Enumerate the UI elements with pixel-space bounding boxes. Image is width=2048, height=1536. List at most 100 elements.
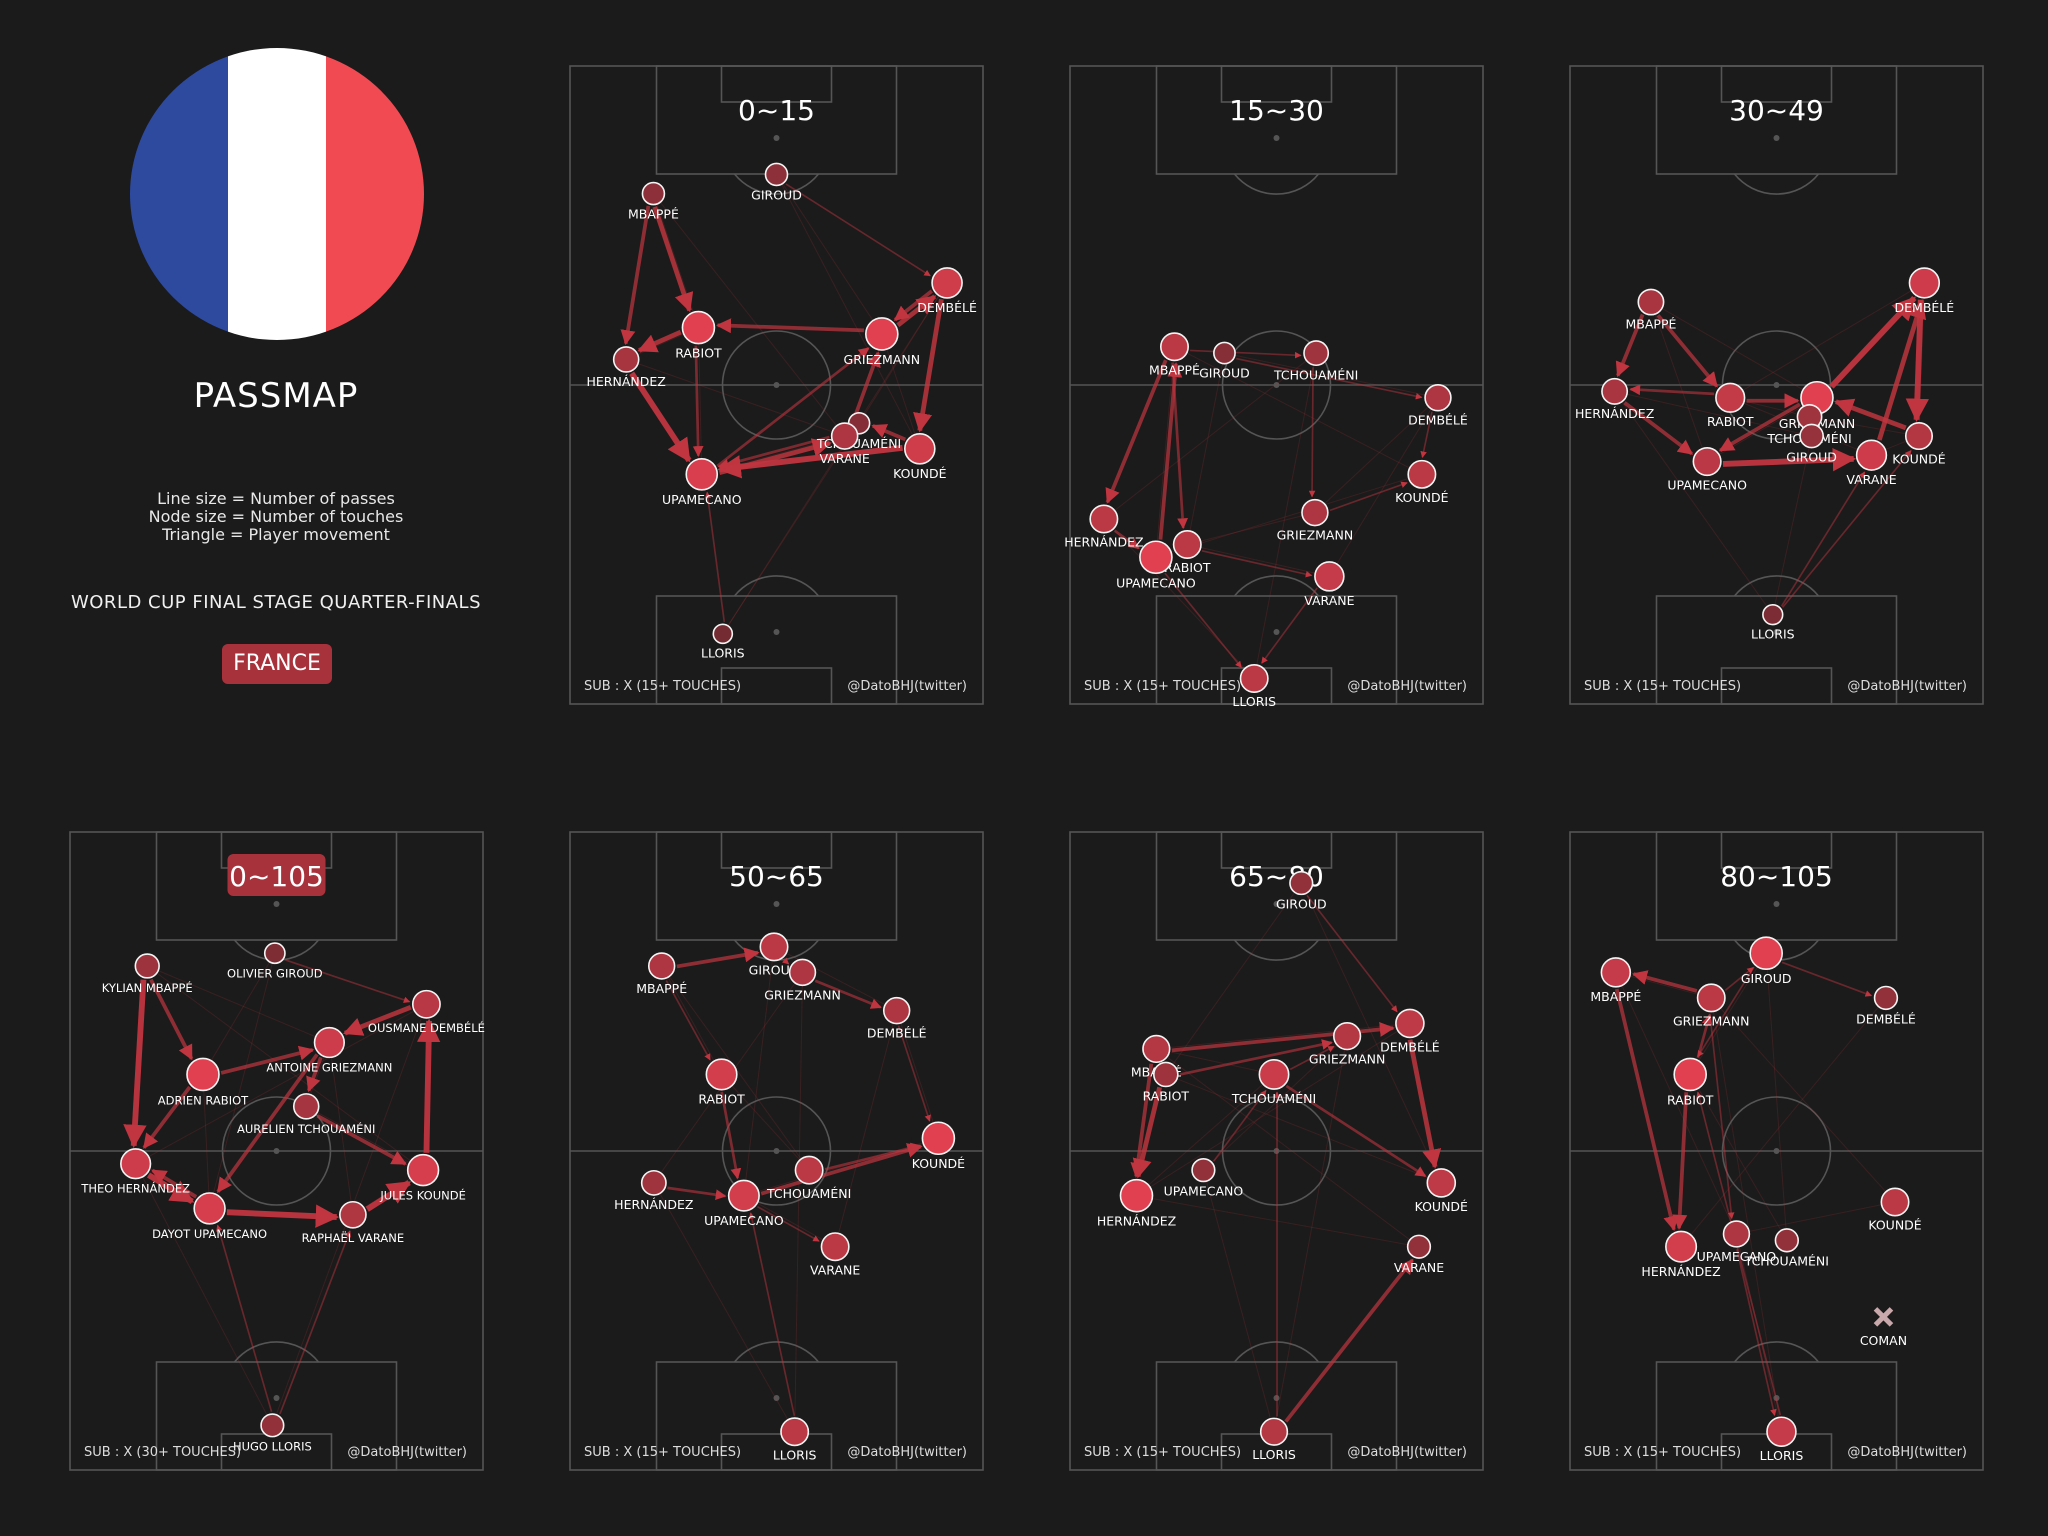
player-label: ADRIEN RABIOT bbox=[158, 1093, 249, 1107]
substitute-label: COMAN bbox=[1860, 1333, 1907, 1348]
player-node bbox=[904, 432, 936, 465]
credit-label: @DatoBHJ(twitter) bbox=[847, 679, 967, 694]
player-label: HERNÁNDEZ bbox=[587, 374, 666, 389]
player-label: LLORIS bbox=[1760, 1448, 1804, 1463]
player-node bbox=[1142, 1034, 1171, 1064]
player-node bbox=[830, 422, 859, 450]
panel-title: 0~105 bbox=[229, 860, 324, 893]
player-label: MBAPPÉ bbox=[1590, 989, 1641, 1004]
player-node bbox=[1172, 530, 1202, 559]
sub-cross bbox=[1873, 1307, 1894, 1327]
player-label: UPAMECANO bbox=[1116, 575, 1196, 590]
minor-pass-line bbox=[1186, 353, 1225, 545]
pass-line bbox=[717, 444, 903, 479]
minor-pass-line bbox=[209, 953, 276, 1209]
player-label: ANTOINE GRIEZMANN bbox=[266, 1060, 392, 1074]
player-label: DAYOT UPAMECANO bbox=[152, 1227, 267, 1241]
pass-line bbox=[1629, 384, 1715, 396]
player-node bbox=[193, 1192, 226, 1225]
pass-line bbox=[1236, 357, 1423, 400]
minor-pass-line bbox=[1680, 997, 1887, 1248]
player-label: DEMBÉLÉ bbox=[1380, 1039, 1440, 1054]
minor-pass-line bbox=[1202, 1170, 1275, 1432]
player-node bbox=[788, 958, 817, 987]
player-label: KOUNDÉ bbox=[1415, 1199, 1468, 1214]
minor-pass-line bbox=[1156, 1048, 1275, 1075]
minor-pass-line bbox=[1735, 1233, 1782, 1432]
panel-title: 15~30 bbox=[1229, 94, 1324, 127]
pitch-panel-1: 15~30 SUB : X (15+ TOUCHES) @DatoBHJ(twitt… bbox=[1064, 65, 1484, 709]
bottom-arc bbox=[233, 1341, 320, 1363]
player-label: GRIEZMANN bbox=[1673, 1014, 1750, 1029]
player-node bbox=[1600, 957, 1632, 988]
minor-pass-line bbox=[202, 952, 276, 1075]
minor-pass-line bbox=[1165, 882, 1302, 1075]
player-node bbox=[612, 346, 640, 373]
pass-line bbox=[151, 1168, 198, 1199]
player-label: KOUNDÉ bbox=[893, 466, 946, 481]
minor-pass-line bbox=[1136, 1195, 1420, 1248]
player-label: KOUNDÉ bbox=[1892, 451, 1945, 466]
player-label: GIROUD bbox=[751, 187, 802, 202]
panel-title-badge bbox=[227, 854, 326, 896]
pass-line bbox=[1164, 572, 1242, 668]
minor-pass-line bbox=[135, 1163, 273, 1426]
player-node bbox=[780, 1417, 810, 1447]
pass-line bbox=[1724, 966, 1754, 991]
player-node bbox=[820, 1232, 850, 1262]
pass-line bbox=[1420, 411, 1433, 459]
bottom-penalty-spot bbox=[773, 629, 780, 635]
player-node bbox=[1314, 561, 1345, 592]
pass-line bbox=[306, 1056, 323, 1093]
minor-pass-line bbox=[135, 1003, 427, 1165]
pass-line bbox=[226, 1204, 340, 1228]
legend-triangle: Triangle = Player movement bbox=[162, 525, 390, 544]
player-node bbox=[1089, 504, 1119, 534]
minor-pass-line bbox=[1614, 391, 1774, 615]
player-label: MBAPPÉ bbox=[1626, 317, 1677, 332]
minor-pass-line bbox=[834, 1010, 898, 1247]
player-node bbox=[1766, 1416, 1797, 1447]
bottom-arc bbox=[733, 1341, 820, 1363]
pass-line bbox=[1179, 1039, 1333, 1076]
pass-line bbox=[716, 346, 870, 467]
bottom-six-yard-box bbox=[720, 667, 833, 705]
top-arc bbox=[733, 173, 820, 195]
pitch-panel-0: 0~15 SUB : X (15+ TOUCHES) @DatoBHJ(twitte… bbox=[569, 65, 984, 705]
credit-label: @DatoBHJ(twitter) bbox=[1847, 1445, 1967, 1460]
player-label: TCHOUAMÉNI bbox=[766, 1186, 851, 1201]
pass-line bbox=[1877, 299, 1927, 441]
top-penalty-spot bbox=[1773, 135, 1780, 141]
minor-pass-line bbox=[1165, 1073, 1442, 1184]
top-penalty-spot bbox=[773, 135, 780, 141]
minor-pass-line bbox=[1156, 1048, 1420, 1248]
player-node bbox=[1406, 1234, 1432, 1259]
sub-note: SUB : X (15+ TOUCHES) bbox=[1084, 1445, 1241, 1460]
minor-pass-line bbox=[1710, 997, 1782, 1432]
pass-line bbox=[1289, 1045, 1335, 1071]
player-label: AURELIEN TCHOUAMÉNI bbox=[237, 1121, 375, 1136]
minor-pass-line bbox=[1614, 390, 1812, 437]
pass-line bbox=[1736, 1248, 1777, 1417]
player-node bbox=[641, 181, 666, 206]
player-label: GRIEZMANN bbox=[764, 987, 841, 1002]
minor-pass-line bbox=[794, 972, 804, 1432]
minor-pass-line bbox=[146, 965, 424, 1171]
top-six-yard-box bbox=[1220, 831, 1333, 869]
minor-pass-line bbox=[653, 1182, 796, 1432]
bottom-penalty-spot bbox=[1773, 629, 1780, 635]
legend-node-size: Node size = Number of touches bbox=[148, 507, 404, 526]
minor-pass-line bbox=[1300, 882, 1442, 1184]
player-node bbox=[292, 1093, 320, 1120]
pass-line bbox=[1672, 1092, 1689, 1230]
pass-line bbox=[1308, 367, 1316, 498]
player-node bbox=[263, 942, 286, 965]
pass-line bbox=[1834, 398, 1907, 431]
pass-line bbox=[1284, 1258, 1414, 1423]
player-label: UPAMECANO bbox=[704, 1213, 784, 1228]
player-node bbox=[1303, 340, 1330, 367]
player-node bbox=[1424, 384, 1452, 412]
stage-label: WORLD CUP FINAL STAGE QUARTER-FINALS bbox=[70, 592, 482, 613]
player-node bbox=[1426, 1168, 1457, 1198]
